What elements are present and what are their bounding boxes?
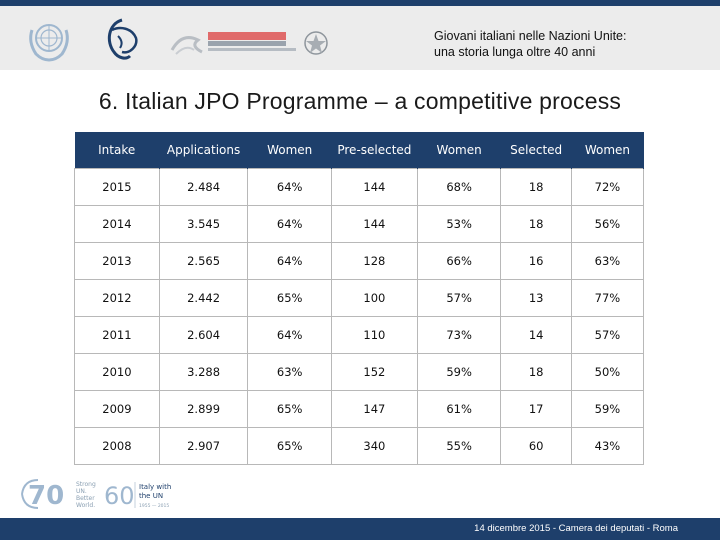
cell-preselected: 110: [331, 316, 418, 354]
cell-preselected: 147: [331, 390, 418, 428]
footer-bar: [0, 518, 720, 540]
header-selected: Selected: [500, 132, 572, 169]
cell-selected: 17: [500, 390, 572, 428]
cell-selected: 18: [500, 168, 572, 206]
header-women-applications: Women: [247, 132, 332, 169]
cell-women-applications: 63%: [247, 353, 332, 391]
cell-preselected: 128: [331, 242, 418, 280]
cell-selected: 18: [500, 353, 572, 391]
un-emblem-icon: [29, 24, 69, 62]
cell-women-preselected: 55%: [416, 427, 502, 465]
cell-selected: 18: [500, 205, 572, 243]
header-caption-line2: una storia lunga oltre 40 anni: [434, 45, 596, 59]
cell-women-applications: 64%: [247, 242, 332, 280]
table-row: 2009 2.899 65% 147 61% 17 59%: [74, 390, 645, 428]
un70-number: 70: [28, 481, 64, 511]
cell-intake: 2014: [74, 205, 160, 243]
mae-logo-icon: [107, 18, 138, 60]
cell-applications: 2.442: [158, 279, 249, 317]
cell-women-applications: 64%: [247, 168, 332, 206]
cell-women-selected: 56%: [570, 205, 645, 243]
cell-women-selected: 43%: [570, 427, 645, 465]
header-caption: Giovani italiani nelle Nazioni Unite: un…: [434, 28, 694, 60]
cell-applications: 2.484: [158, 168, 249, 206]
cell-selected: 14: [500, 316, 572, 354]
italy60-logo-icon: 60 Italy with the UN 1955 — 2015: [104, 482, 171, 510]
cell-women-preselected: 59%: [416, 353, 502, 391]
cell-applications: 2.907: [158, 427, 249, 465]
cell-women-selected: 59%: [570, 390, 645, 428]
italy60-number: 60: [104, 482, 135, 510]
cell-women-applications: 65%: [247, 427, 332, 465]
cell-women-selected: 77%: [570, 279, 645, 317]
cell-women-preselected: 61%: [416, 390, 502, 428]
table-row: 2011 2.604 64% 110 73% 14 57%: [74, 316, 645, 354]
table-header-row: Intake Applications Women Pre-selected W…: [74, 132, 645, 169]
cell-women-selected: 63%: [570, 242, 645, 280]
header-caption-line1: Giovani italiani nelle Nazioni Unite:: [434, 29, 627, 43]
cell-women-applications: 64%: [247, 316, 332, 354]
table-row: 2015 2.484 64% 144 68% 18 72%: [74, 168, 645, 206]
slide-title: 6. Italian JPO Programme – a competitive…: [98, 88, 622, 114]
italy60-line1: Italy with: [139, 483, 171, 491]
cell-selected: 60: [500, 427, 572, 465]
un70-line3: Better: [76, 495, 95, 502]
cell-women-selected: 50%: [570, 353, 645, 391]
cell-intake: 2015: [74, 168, 160, 206]
header-intake: Intake: [74, 132, 160, 169]
un70-line4: World.: [76, 502, 95, 509]
cell-intake: 2010: [74, 353, 160, 391]
cell-applications: 2.899: [158, 390, 249, 428]
italy60-line2: the UN: [139, 492, 163, 500]
header-women-preselected: Women: [417, 132, 502, 169]
cell-applications: 2.604: [158, 316, 249, 354]
cell-women-preselected: 73%: [416, 316, 502, 354]
un70-logo-icon: 70 Strong UN. Better World.: [21, 479, 96, 511]
cell-preselected: 144: [331, 168, 418, 206]
cell-women-preselected: 57%: [416, 279, 502, 317]
cell-preselected: 144: [331, 205, 418, 243]
un70-line2: UN.: [76, 488, 87, 495]
cell-women-applications: 65%: [247, 390, 332, 428]
header-band: Giovani italiani nelle Nazioni Unite: un…: [0, 6, 720, 70]
cell-intake: 2013: [74, 242, 160, 280]
cell-women-selected: 57%: [570, 316, 645, 354]
cell-preselected: 100: [331, 279, 418, 317]
header-preselected: Pre-selected: [331, 132, 418, 169]
table-row: 2014 3.545 64% 144 53% 18 56%: [74, 205, 645, 243]
cell-applications: 3.545: [158, 205, 249, 243]
cell-women-applications: 65%: [247, 279, 332, 317]
italy60-years: 1955 — 2015: [139, 503, 169, 509]
cell-selected: 13: [500, 279, 572, 317]
cell-preselected: 152: [331, 353, 418, 391]
cell-intake: 2012: [74, 279, 160, 317]
un70-line1: Strong: [76, 481, 96, 488]
footer-text: 14 dicembre 2015 - Camera dei deputati -…: [474, 523, 678, 534]
table-row: 2012 2.442 65% 100 57% 13 77%: [74, 279, 645, 317]
bottom-logo-band: [0, 468, 720, 518]
italy-emblem-icon: [304, 31, 328, 55]
table-row: 2008 2.907 65% 340 55% 60 43%: [74, 427, 645, 465]
cell-intake: 2009: [74, 390, 160, 428]
cell-women-preselected: 66%: [416, 242, 502, 280]
cell-intake: 2011: [74, 316, 160, 354]
cell-selected: 16: [500, 242, 572, 280]
cell-women-selected: 72%: [570, 168, 645, 206]
cell-applications: 3.288: [158, 353, 249, 391]
cell-intake: 2008: [74, 427, 160, 465]
jpo-table: Intake Applications Women Pre-selected W…: [74, 132, 645, 465]
cell-women-preselected: 68%: [416, 168, 502, 206]
top-stripe: [0, 0, 720, 6]
cooperazione-logo-icon: [170, 32, 296, 55]
cell-women-preselected: 53%: [416, 205, 502, 243]
table-row: 2010 3.288 63% 152 59% 18 50%: [74, 353, 645, 391]
header-women-selected: Women: [571, 132, 645, 169]
cell-applications: 2.565: [158, 242, 249, 280]
table-row: 2013 2.565 64% 128 66% 16 63%: [74, 242, 645, 280]
cell-preselected: 340: [331, 427, 418, 465]
cell-women-applications: 64%: [247, 205, 332, 243]
header-applications: Applications: [159, 132, 249, 169]
